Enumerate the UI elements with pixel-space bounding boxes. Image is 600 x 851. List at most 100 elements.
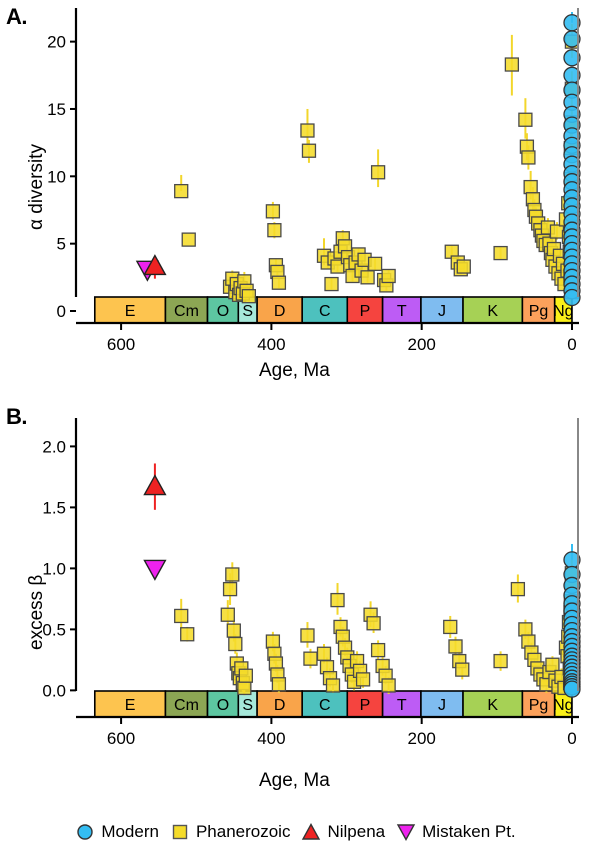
data-point-triangle-down <box>143 559 167 581</box>
timescale-period-Pg <box>521 296 556 324</box>
data-point-square <box>330 592 345 608</box>
timescale-period-label-P: P <box>360 697 371 714</box>
axes: 0 5 10 15 20 600 400 200 0 <box>47 8 579 354</box>
data-point-square <box>237 680 252 696</box>
series-modern <box>563 551 581 698</box>
data-point-square <box>325 678 341 693</box>
data-point-circle <box>563 680 581 698</box>
series-nilpena <box>143 474 167 496</box>
timescale-period-label-Cm: Cm <box>174 697 199 714</box>
timescale-period-O <box>206 690 240 718</box>
data-point-square <box>545 657 560 672</box>
data-point-square <box>265 204 281 219</box>
data-point-circle <box>563 30 581 48</box>
data-point-square <box>300 123 315 138</box>
data-point-square <box>518 622 533 637</box>
timescale-period-label-D: D <box>274 697 286 714</box>
legend-label-modern: Modern <box>101 821 159 841</box>
timescale-period-label-S: S <box>242 697 253 714</box>
data-point-square <box>220 607 235 622</box>
data-point-square <box>381 268 396 284</box>
legend-label-phanerozoic: Phanerozoic <box>195 821 291 841</box>
panel-b-plot: E Cm O S D C P T J K Pg Ng 0.0 0.5 1.0 1.5 2.0 600 400 200 0 <box>42 418 581 748</box>
x-tick-label: 200 <box>408 729 436 748</box>
data-point-square <box>455 662 470 677</box>
data-point-square <box>300 628 315 643</box>
data-point-square <box>271 677 287 692</box>
circle-icon <box>74 822 96 842</box>
x-tick-label: 200 <box>408 335 436 354</box>
timescale-period-P <box>346 690 384 718</box>
data-point-square <box>303 651 318 666</box>
data-point-square <box>222 581 238 597</box>
data-point-square <box>226 623 241 638</box>
panel-a: A. E Cm O S D C P T J K Pg Ng 0 5 10 15 20 600 400 200 0 α d… <box>0 0 600 400</box>
timescale-period-label-O: O <box>217 303 229 320</box>
timescale-period-label-T: T <box>397 303 407 320</box>
data-point-square <box>267 223 282 238</box>
axes: 0.0 0.5 1.0 1.5 2.0 600 400 200 0 <box>42 418 579 748</box>
y-tick-label: 1.0 <box>42 559 66 578</box>
panel-a-x-axis-title: Age, Ma <box>259 360 330 381</box>
data-point-square <box>228 636 243 652</box>
data-point-triangle-up <box>143 254 167 276</box>
x-tick-label: 400 <box>257 335 285 354</box>
panel-a-label: A. <box>6 4 28 29</box>
panel-a-plot: E Cm O S D C P T J K Pg Ng 0 5 10 15 20 600 400 200 0 <box>47 8 581 354</box>
legend-item-mistaken-point: Mistaken Pt. <box>395 822 516 842</box>
timescale-period-label-C: C <box>319 303 331 320</box>
data-point-square <box>443 619 458 635</box>
data-point-square <box>360 270 375 285</box>
timescale-period-label-D: D <box>274 303 286 320</box>
timescale-period-label-Ng: Ng <box>553 303 573 320</box>
data-point-square <box>504 57 520 72</box>
panel-b: B. E Cm O S D C P T J K Pg Ng 0.0 0.5 1.0 1.5 2.0 600 400 2… <box>0 400 600 810</box>
timescale-period-label-K: K <box>487 303 498 320</box>
y-tick-label: 0.0 <box>42 681 66 700</box>
triangle-down-icon <box>395 822 417 842</box>
panel-b-y-axis-title: excess β <box>26 574 47 650</box>
data-point-square <box>523 179 538 195</box>
data-point-square <box>180 627 195 642</box>
y-tick-label: 20 <box>47 33 66 52</box>
timescale-period-Cm <box>164 690 209 718</box>
legend-label-mistaken-point: Mistaken Pt. <box>422 821 516 841</box>
legend-label-nilpena: Nilpena <box>327 821 386 841</box>
data-point-circle <box>563 49 581 67</box>
timescale-period-D <box>256 690 304 718</box>
data-point-square <box>549 224 565 239</box>
y-tick-label: 0 <box>57 302 66 321</box>
legend-item-phanerozoic: Phanerozoic <box>169 821 291 842</box>
data-point-square <box>366 616 381 631</box>
data-point-square <box>324 276 339 292</box>
data-point-square <box>271 275 287 290</box>
data-point-square <box>225 567 240 582</box>
data-point-square <box>381 678 396 693</box>
data-point-triangle-up <box>143 474 167 496</box>
data-point-square <box>521 150 536 165</box>
timescale-period-label-O: O <box>217 697 229 714</box>
series-modern <box>563 14 581 307</box>
timescale-period-label-Cm: Cm <box>174 303 199 320</box>
data-point-square <box>181 232 196 247</box>
data-point-square <box>510 581 526 597</box>
series-mistaken-pt- <box>143 559 167 581</box>
timescale-period-label-Ng: Ng <box>553 697 573 714</box>
timescale-period-label-J: J <box>438 303 446 320</box>
data-point-square <box>493 653 508 669</box>
data-point-square <box>316 646 332 661</box>
timescale-period-label-E: E <box>125 697 136 714</box>
timescale-period-E <box>93 690 167 718</box>
x-tick-label: 600 <box>107 729 135 748</box>
y-tick-label: 10 <box>47 167 66 186</box>
data-point-square <box>448 639 463 654</box>
y-tick-label: 15 <box>47 100 66 119</box>
data-point-square <box>370 165 386 180</box>
data-point-square <box>355 672 371 687</box>
data-point-square <box>370 642 386 658</box>
data-point-square <box>265 634 281 649</box>
series-nilpena <box>143 254 167 276</box>
figure-legend: Modern Phanerozoic Nilpena Mistaken Pt. <box>0 812 600 851</box>
timescale-period-J <box>420 690 464 718</box>
legend-item-nilpena: Nilpena <box>300 822 385 842</box>
